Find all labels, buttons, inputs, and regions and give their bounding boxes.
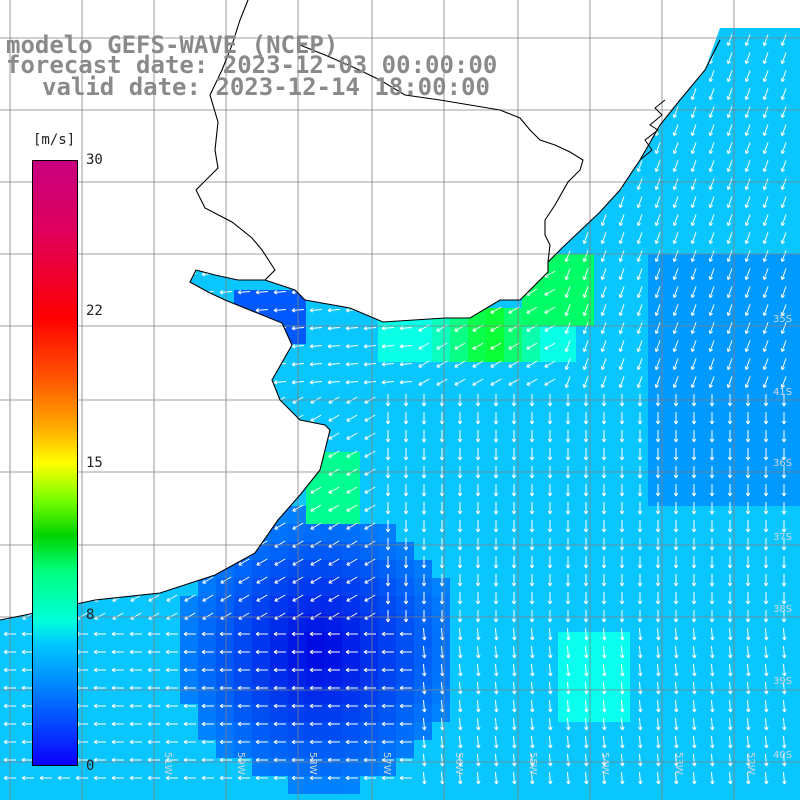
lat-label: 36S	[773, 458, 792, 469]
valid-date: valid date: 2023-12-14 18:00:00	[42, 73, 490, 101]
lat-label: 40S	[773, 750, 792, 761]
colorbar-tick-30: 30	[86, 152, 103, 168]
lon-label: 55W	[527, 752, 538, 775]
lat-label: 39S	[773, 676, 792, 687]
lat-label: 41S	[773, 387, 792, 398]
lon-label: 52W	[745, 752, 756, 775]
colorbar-tick-8: 8	[86, 607, 95, 623]
lon-label: 57W	[381, 752, 392, 775]
coastline	[0, 39, 721, 621]
colorbar-tick-0: 0	[86, 758, 95, 774]
model-title: modelo GEFS-WAVE (NCEP)	[6, 31, 339, 59]
lon-label: 51W	[162, 752, 173, 775]
border-line	[299, 44, 584, 263]
colorbar-tick-15: 15	[86, 455, 103, 471]
colorbar-unit: [m/s]	[33, 132, 76, 148]
river-border	[195, 0, 276, 281]
lat-label: 35S	[773, 314, 792, 325]
forecast-date: forecast date: 2023-12-03 00:00:00	[6, 51, 498, 79]
latitude-labels: 35S 36S 37S 38S 39S 40S 41S	[773, 314, 792, 761]
colorbar-tick-22: 22	[86, 303, 103, 319]
colorbar	[32, 160, 78, 766]
lon-label: 53W	[673, 752, 684, 775]
lat-label: 37S	[773, 532, 792, 543]
lagoon-outline	[639, 99, 666, 161]
longitude-labels: 59W 58W 57W 56W 55W 54W 53W 52W 51W	[162, 752, 756, 775]
lat-label: 38S	[773, 604, 792, 615]
lon-label: 58W	[307, 752, 318, 775]
lon-label: 54W	[599, 752, 610, 775]
wind-speed-field	[0, 28, 800, 800]
lon-label: 56W	[453, 752, 464, 775]
lon-label: 59W	[235, 752, 246, 775]
